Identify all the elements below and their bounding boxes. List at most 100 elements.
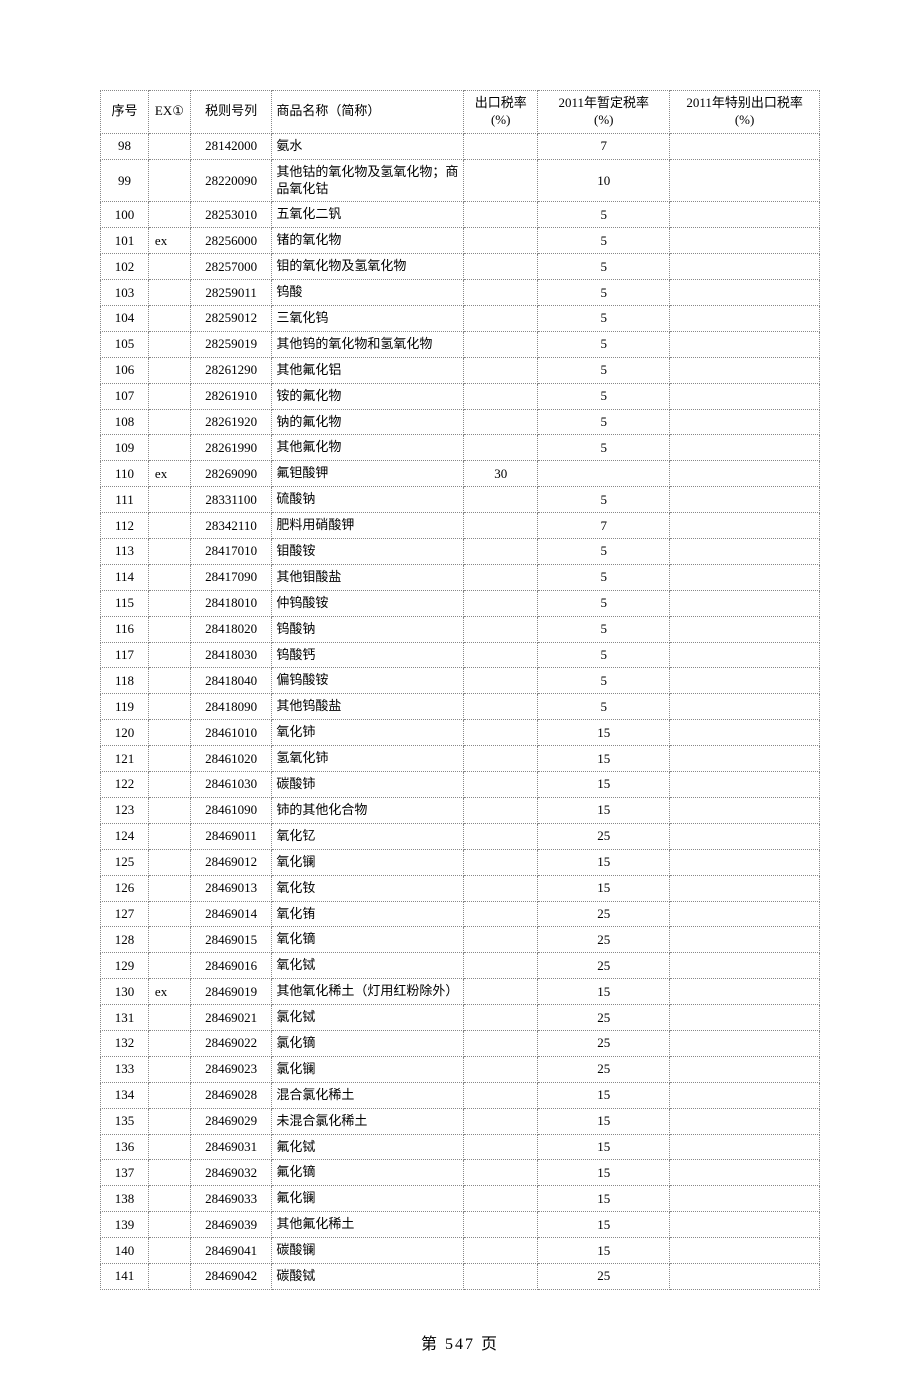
- cell-code: 28253010: [190, 202, 271, 228]
- cell-seq: 99: [101, 159, 149, 202]
- cell-rate2: 15: [538, 1108, 670, 1134]
- cell-code: 28469042: [190, 1263, 271, 1289]
- table-row: 10728261910铵的氟化物5: [101, 383, 820, 409]
- cell-rate1: [464, 228, 538, 254]
- cell-rate1: [464, 331, 538, 357]
- cell-rate1: [464, 668, 538, 694]
- cell-rate2: 15: [538, 746, 670, 772]
- cell-name: 其他氧化稀土（灯用红粉除外）: [272, 979, 464, 1005]
- cell-seq: 121: [101, 746, 149, 772]
- cell-name: 未混合氯化稀土: [272, 1108, 464, 1134]
- cell-rate1: [464, 1186, 538, 1212]
- cell-rate3: [670, 461, 820, 487]
- cell-seq: 130: [101, 979, 149, 1005]
- table-row: 14028469041碳酸镧15: [101, 1238, 820, 1264]
- cell-rate3: [670, 1186, 820, 1212]
- cell-seq: 108: [101, 409, 149, 435]
- cell-rate1: [464, 901, 538, 927]
- cell-rate2: 5: [538, 280, 670, 306]
- cell-name: 仲钨酸铵: [272, 590, 464, 616]
- cell-name: 其他钨酸盐: [272, 694, 464, 720]
- cell-code: 28469028: [190, 1082, 271, 1108]
- table-row: 9928220090其他钴的氧化物及氢氧化物；商品氧化钴10: [101, 159, 820, 202]
- cell-rate2: 7: [538, 513, 670, 539]
- table-row: 12528469012氧化镧15: [101, 849, 820, 875]
- cell-name: 氧化钇: [272, 823, 464, 849]
- cell-ex: [148, 694, 190, 720]
- cell-rate1: [464, 746, 538, 772]
- cell-seq: 105: [101, 331, 149, 357]
- cell-code: 28469016: [190, 953, 271, 979]
- cell-code: 28469039: [190, 1212, 271, 1238]
- table-row: 13128469021氯化铽25: [101, 1005, 820, 1031]
- header-code: 税则号列: [190, 91, 271, 134]
- cell-rate3: [670, 357, 820, 383]
- header-name: 商品名称（简称）: [272, 91, 464, 134]
- cell-rate2: 15: [538, 849, 670, 875]
- cell-rate3: [670, 435, 820, 461]
- cell-ex: [148, 1160, 190, 1186]
- cell-rate2: 5: [538, 306, 670, 332]
- cell-ex: [148, 331, 190, 357]
- cell-name: 偏钨酸铵: [272, 668, 464, 694]
- cell-ex: [148, 1212, 190, 1238]
- cell-seq: 120: [101, 720, 149, 746]
- cell-rate1: [464, 280, 538, 306]
- cell-ex: [148, 1263, 190, 1289]
- cell-code: 28269090: [190, 461, 271, 487]
- cell-ex: [148, 849, 190, 875]
- cell-rate1: [464, 797, 538, 823]
- cell-code: 28418010: [190, 590, 271, 616]
- cell-rate2: 5: [538, 539, 670, 565]
- cell-rate1: [464, 1005, 538, 1031]
- cell-rate2: 25: [538, 823, 670, 849]
- cell-code: 28469041: [190, 1238, 271, 1264]
- cell-rate1: [464, 1056, 538, 1082]
- cell-rate3: [670, 875, 820, 901]
- cell-rate1: [464, 383, 538, 409]
- table-row: 11528418010仲钨酸铵5: [101, 590, 820, 616]
- table-row: 13828469033氟化镧15: [101, 1186, 820, 1212]
- table-row: 13228469022氯化镝25: [101, 1030, 820, 1056]
- cell-seq: 122: [101, 772, 149, 798]
- table-row: 11428417090其他钼酸盐5: [101, 564, 820, 590]
- cell-name: 氧化钕: [272, 875, 464, 901]
- header-seq: 序号: [101, 91, 149, 134]
- table-row: 13328469023氯化镧25: [101, 1056, 820, 1082]
- cell-rate3: [670, 409, 820, 435]
- table-row: 10428259012三氧化钨5: [101, 306, 820, 332]
- cell-name: 氧化镧: [272, 849, 464, 875]
- cell-seq: 117: [101, 642, 149, 668]
- cell-rate1: [464, 616, 538, 642]
- cell-code: 28256000: [190, 228, 271, 254]
- cell-rate2: 5: [538, 383, 670, 409]
- cell-code: 28259011: [190, 280, 271, 306]
- cell-ex: ex: [148, 461, 190, 487]
- cell-ex: [148, 383, 190, 409]
- cell-name: 肥料用硝酸钾: [272, 513, 464, 539]
- cell-name: 氧化镝: [272, 927, 464, 953]
- cell-rate1: [464, 202, 538, 228]
- cell-ex: ex: [148, 979, 190, 1005]
- cell-rate3: [670, 1005, 820, 1031]
- table-row: 12928469016氧化铽25: [101, 953, 820, 979]
- header-rate1: 出口税率(%): [464, 91, 538, 134]
- cell-rate2: 15: [538, 1082, 670, 1108]
- cell-rate2: 15: [538, 772, 670, 798]
- cell-rate3: [670, 539, 820, 565]
- cell-seq: 111: [101, 487, 149, 513]
- table-row: 10328259011钨酸5: [101, 280, 820, 306]
- cell-ex: [148, 1238, 190, 1264]
- cell-rate2: 5: [538, 642, 670, 668]
- table-row: 11128331100硫酸钠5: [101, 487, 820, 513]
- cell-rate2: 5: [538, 357, 670, 383]
- cell-code: 28469014: [190, 901, 271, 927]
- table-row: 130ex28469019其他氧化稀土（灯用红粉除外）15: [101, 979, 820, 1005]
- cell-seq: 115: [101, 590, 149, 616]
- cell-code: 28261910: [190, 383, 271, 409]
- cell-ex: [148, 720, 190, 746]
- cell-rate3: [670, 901, 820, 927]
- table-row: 12828469015氧化镝25: [101, 927, 820, 953]
- table-body: 9828142000氨水79928220090其他钴的氧化物及氢氧化物；商品氧化…: [101, 133, 820, 1289]
- table-row: 11628418020钨酸钠5: [101, 616, 820, 642]
